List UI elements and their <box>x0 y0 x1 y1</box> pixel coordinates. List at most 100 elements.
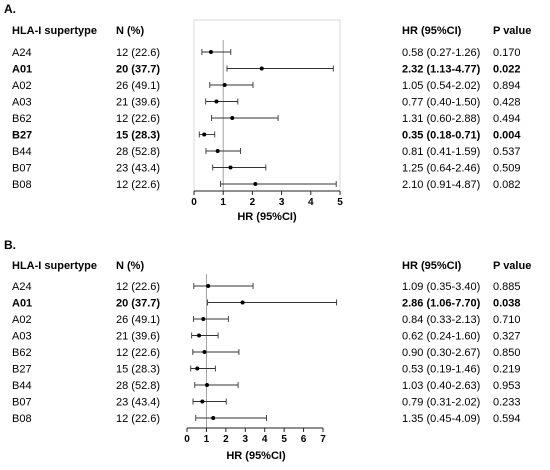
row-group-label: B07 <box>12 397 32 409</box>
row-p-value: 0.022 <box>493 64 521 76</box>
row-n-percent: 20 (37.7) <box>116 298 160 310</box>
row-n-percent: 12 (22.6) <box>116 113 160 125</box>
panel-b-header-group: HLA-I supertype <box>12 260 97 272</box>
row-n-percent: 21 (39.6) <box>116 97 160 109</box>
row-hr-ci-text: 0.90 (0.30-2.67) <box>402 347 480 359</box>
row-n-percent: 15 (28.3) <box>116 130 160 142</box>
row-n-percent: 28 (52.8) <box>116 380 160 392</box>
row-p-value: 0.428 <box>493 97 521 109</box>
hr-point <box>240 300 245 305</box>
panel-a-x-axis-label: HR (95%CI) <box>237 211 297 223</box>
hr-point <box>206 284 211 288</box>
row-group-label: A01 <box>12 298 32 310</box>
row-group-label: B07 <box>12 163 32 175</box>
panel-a-rows: A24 12 (22.6) 0.58 (0.27-1.26) 0.170 A01 20 (… <box>12 47 521 191</box>
panel-a-x-tick-label: 5 <box>337 197 343 208</box>
row-n-percent: 26 (49.1) <box>116 80 160 92</box>
panel-a-plot-frame <box>193 19 341 192</box>
row-n-percent: 20 (37.7) <box>116 64 160 76</box>
hr-point <box>259 66 264 71</box>
row-p-value: 0.710 <box>493 314 521 326</box>
panel-b-x-axis-label: HR (95%CI) <box>226 450 286 462</box>
row-p-value: 0.537 <box>493 146 521 158</box>
row-hr-ci-text: 2.86 (1.06-7.70) <box>402 298 481 310</box>
row-group-label: A24 <box>12 281 32 293</box>
panel-a-header-n: N (%) <box>116 25 144 37</box>
panel-b-x-tick-label: 6 <box>301 434 307 445</box>
panel-b-x-tick-label: 1 <box>204 434 210 445</box>
row-p-value: 0.509 <box>493 163 521 175</box>
panel-b-rows: A24 12 (22.6) 1.09 (0.35-3.40) 0.885 A01 20 (… <box>12 281 521 425</box>
hr-point <box>214 99 219 104</box>
row-group-label: A03 <box>12 97 32 109</box>
panel-b-header-hr: HR (95%CI) <box>402 260 462 272</box>
hr-point <box>228 165 233 170</box>
panel-b-x-tick-label: 0 <box>184 434 190 445</box>
row-hr-ci-text: 0.58 (0.27-1.26) <box>402 47 480 59</box>
panel-a-x-tick-label: 1 <box>220 197 226 208</box>
row-p-value: 0.894 <box>493 80 521 92</box>
panel-a-x-tick-label: 0 <box>191 197 197 208</box>
panel-a-header-p: P value <box>493 25 531 37</box>
row-hr-ci-text: 0.62 (0.24-1.60) <box>402 331 480 343</box>
hr-point <box>195 366 200 371</box>
row-group-label: A24 <box>12 47 32 59</box>
row-group-label: B62 <box>12 347 32 359</box>
row-hr-ci-text: 1.25 (0.64-2.46) <box>402 163 480 175</box>
row-group-label: A02 <box>12 314 32 326</box>
row-hr-ci-text: 2.10 (0.91-4.87) <box>402 179 480 191</box>
panel-a-header-group: HLA-I supertype <box>12 25 97 37</box>
row-n-percent: 12 (22.6) <box>116 179 160 191</box>
row-n-percent: 23 (43.4) <box>116 163 160 175</box>
row-p-value: 0.594 <box>493 413 521 425</box>
row-group-label: B27 <box>12 130 32 142</box>
row-n-percent: 15 (28.3) <box>116 364 160 376</box>
panel-b-x-tick-label: 5 <box>281 434 287 445</box>
row-group-label: B44 <box>12 146 32 158</box>
row-p-value: 0.953 <box>493 380 521 392</box>
panel-a-x-tick-label: 3 <box>279 197 285 208</box>
panel-a: A. HLA-I supertype N (%) HR (95%CI) P va… <box>4 2 531 223</box>
row-p-value: 0.494 <box>493 113 521 125</box>
panel-a-header-hr: HR (95%CI) <box>402 25 462 37</box>
hr-point <box>211 416 216 420</box>
hr-point <box>200 399 205 404</box>
row-p-value: 0.233 <box>493 397 521 409</box>
row-hr-ci-text: 1.35 (0.45-4.09) <box>402 413 480 425</box>
row-hr-ci-text: 2.32 (1.13-4.77) <box>402 64 481 76</box>
panel-b-letter: B. <box>4 238 16 252</box>
row-n-percent: 28 (52.8) <box>116 146 160 158</box>
row-p-value: 0.219 <box>493 364 521 376</box>
row-group-label: B27 <box>12 364 32 376</box>
panel-b: B. HLA-I supertype N (%) HR (95%CI) P va… <box>4 238 531 462</box>
row-group-label: B44 <box>12 380 32 392</box>
panel-b-x-tick-label: 7 <box>320 434 326 445</box>
row-group-label: B62 <box>12 113 32 125</box>
panel-b-header-p: P value <box>493 260 531 272</box>
row-hr-ci-text: 1.05 (0.54-2.02) <box>402 80 480 92</box>
hr-point <box>201 317 206 321</box>
panel-b-plot: 0 1 2 3 4 5 6 7 <box>184 274 338 445</box>
row-group-label: A03 <box>12 331 32 343</box>
row-n-percent: 12 (22.6) <box>116 281 160 293</box>
panel-b-x-tick-label: 2 <box>223 434 229 445</box>
hr-point <box>202 132 207 137</box>
row-hr-ci-text: 0.53 (0.19-1.46) <box>402 364 480 376</box>
row-n-percent: 26 (49.1) <box>116 314 160 326</box>
row-p-value: 0.004 <box>493 130 521 142</box>
hr-point <box>222 83 227 87</box>
row-p-value: 0.082 <box>493 179 521 191</box>
row-hr-ci-text: 0.35 (0.18-0.71) <box>402 130 481 142</box>
panel-a-plot: 0 1 2 3 4 5 <box>191 19 343 208</box>
row-p-value: 0.850 <box>493 347 521 359</box>
row-group-label: A02 <box>12 80 32 92</box>
panel-b-x-tick-label: 4 <box>262 434 268 445</box>
row-hr-ci-text: 1.09 (0.35-3.40) <box>402 281 480 293</box>
panel-a-letter: A. <box>4 2 16 16</box>
hr-point <box>202 350 207 354</box>
row-n-percent: 12 (22.6) <box>116 413 160 425</box>
row-hr-ci-text: 0.81 (0.41-1.59) <box>402 146 480 158</box>
hr-point <box>205 383 210 387</box>
row-group-label: B08 <box>12 179 32 191</box>
